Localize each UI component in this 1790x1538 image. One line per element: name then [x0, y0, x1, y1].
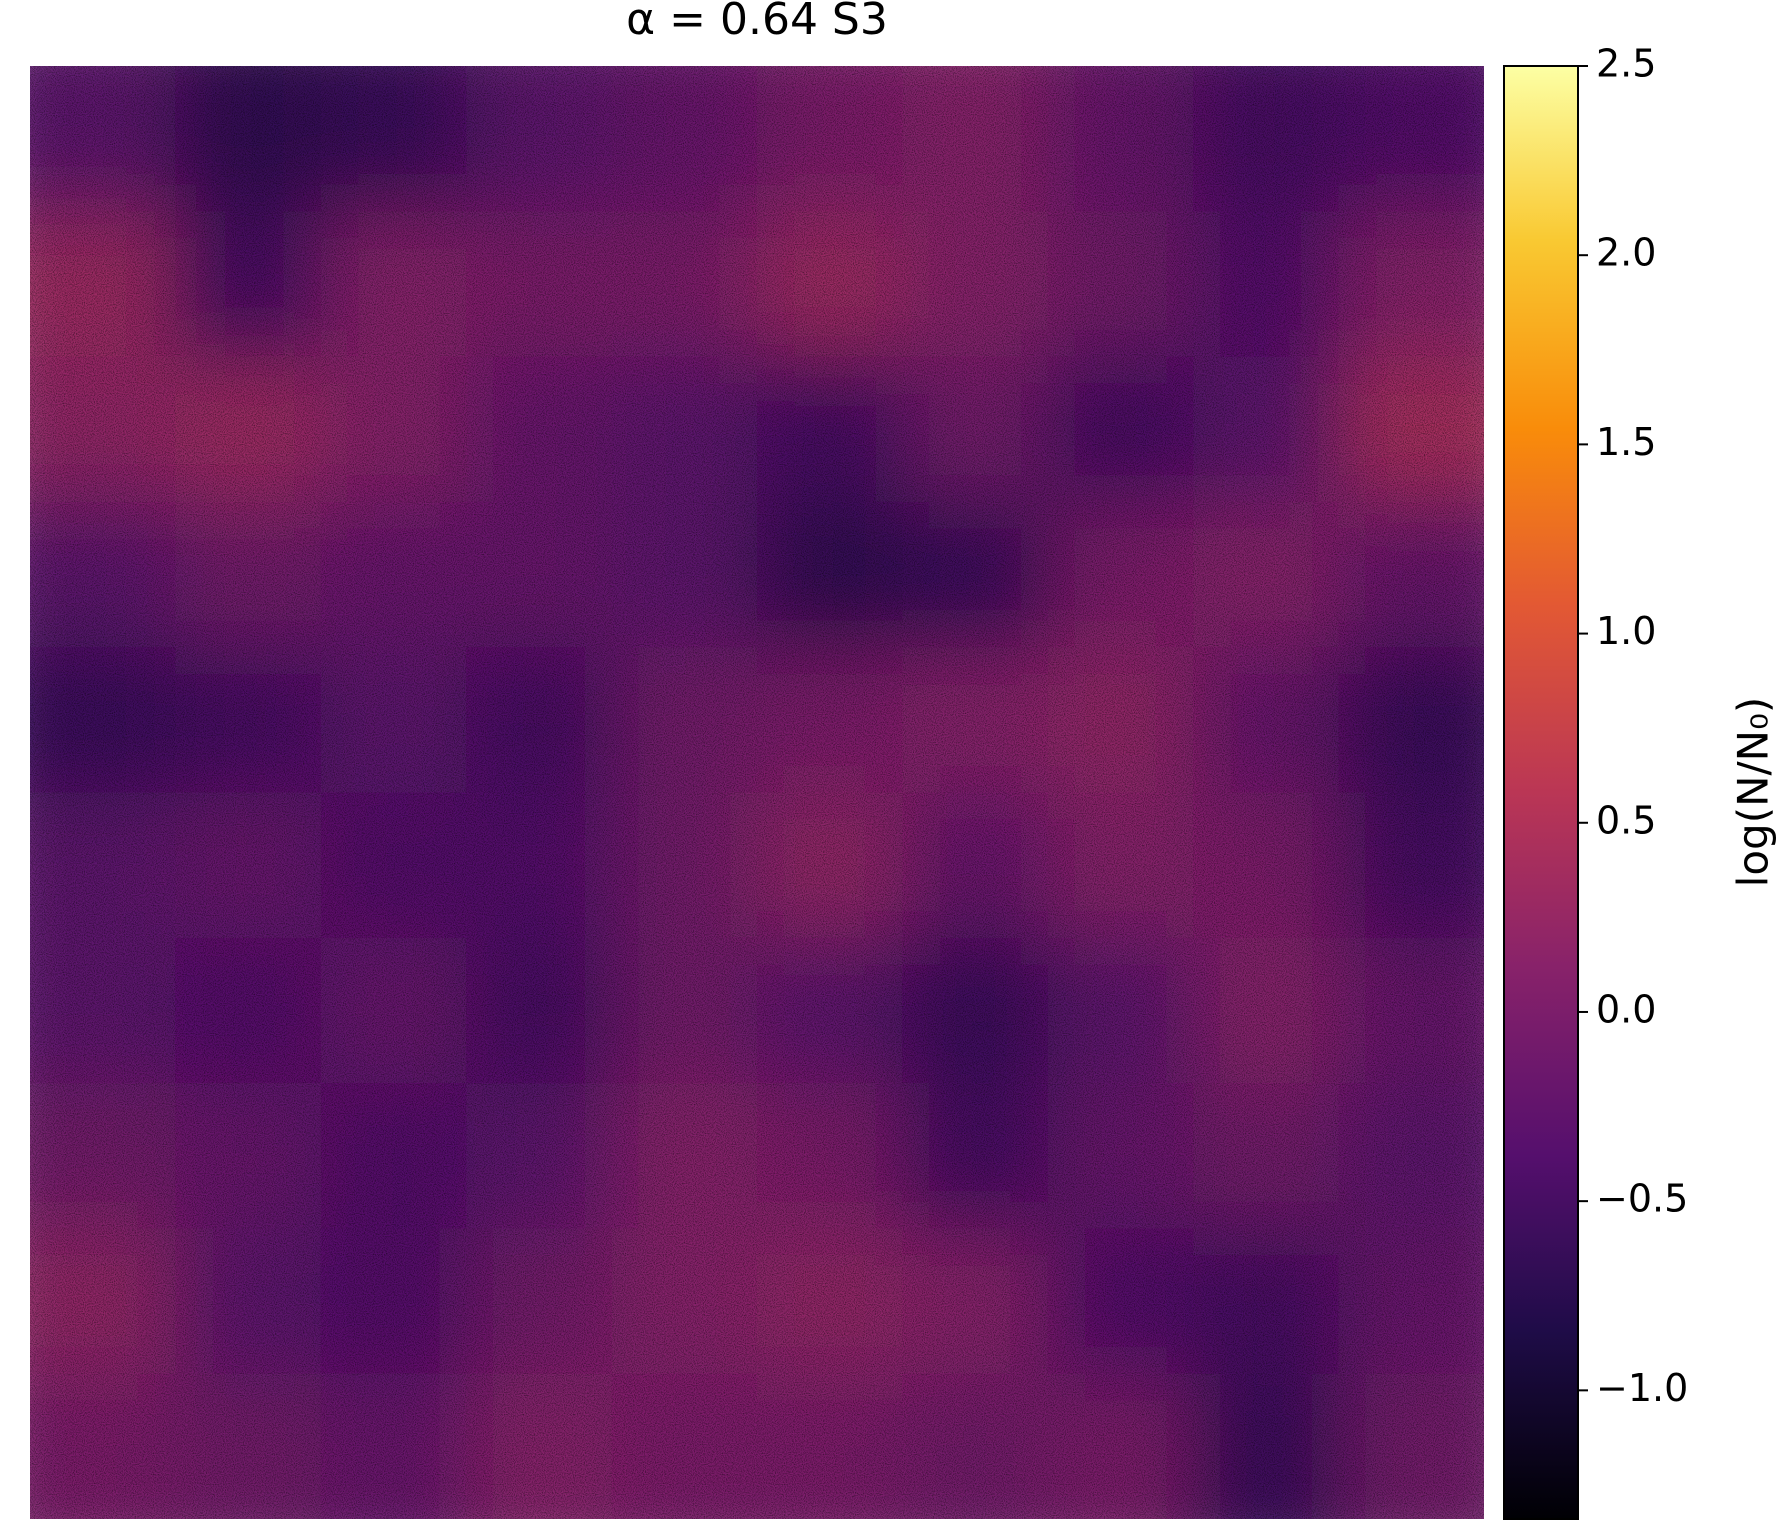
colorbar-tick-label: 2.5	[1596, 42, 1656, 86]
colorbar-label: log(N/N₀)	[1729, 697, 1778, 888]
colorbar-tick-label: 0.5	[1596, 798, 1656, 842]
texture	[30, 66, 1484, 1519]
colorbar-tick-label: −0.5	[1596, 1177, 1688, 1221]
colorbar-tick-label: 0.0	[1596, 987, 1656, 1031]
colorbar-tick-label: 2.0	[1596, 231, 1656, 275]
colorbar-tick-label: 1.5	[1596, 420, 1656, 464]
heatmap	[30, 66, 1484, 1519]
chart-title: α = 0.64 S3	[626, 0, 888, 45]
colorbar-tick-label: 1.0	[1596, 609, 1656, 653]
colorbar	[1503, 65, 1579, 1520]
colorbar-tick-label: −1.0	[1596, 1366, 1688, 1410]
